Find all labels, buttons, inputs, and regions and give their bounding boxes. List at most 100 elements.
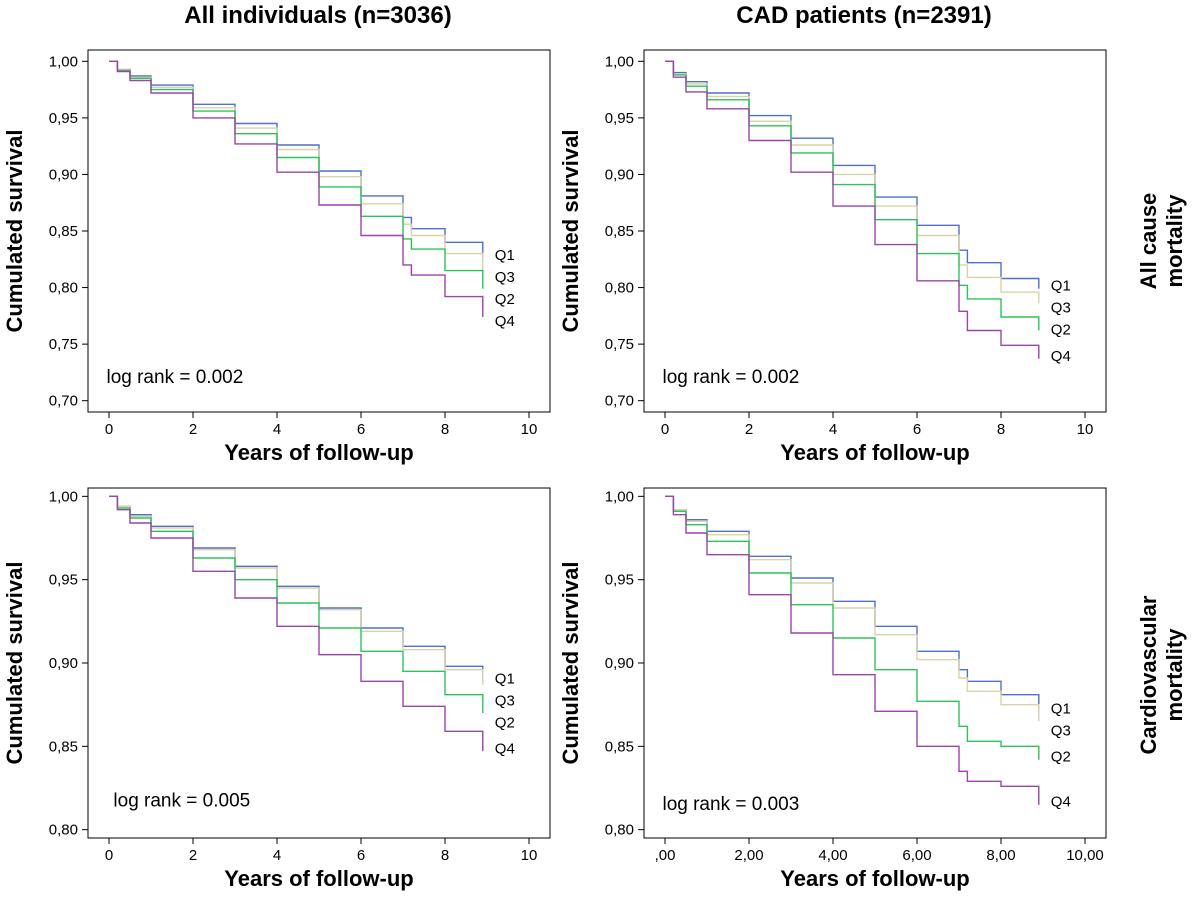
series-label-q4: Q4	[495, 740, 515, 757]
series-label-q4: Q4	[1051, 348, 1071, 365]
y-tick-label: 0,95	[49, 110, 78, 127]
row-title-all-cause-mortality: All cause mortality	[1136, 151, 1190, 331]
log-rank-annotation: log rank = 0.002	[662, 367, 799, 388]
series-label-q3: Q3	[1051, 722, 1071, 739]
y-tick-label: 1,00	[605, 488, 634, 505]
series-line-q2	[109, 495, 484, 713]
y-tick-label: 0,75	[49, 336, 78, 353]
x-tick-label: 10	[1077, 421, 1094, 438]
x-tick-label: 4,00	[818, 847, 847, 864]
y-tick-label: 0,85	[605, 223, 634, 240]
x-tick-label: 6	[357, 847, 365, 864]
y-tick-label: 0,70	[605, 393, 634, 410]
x-tick-label: 10,00	[1066, 847, 1104, 864]
y-tick-label: 1,00	[605, 53, 634, 70]
x-tick-label: 8	[441, 421, 449, 438]
x-axis-label: Years of follow-up	[224, 440, 413, 465]
row-title-line-1: All cause	[1136, 192, 1161, 290]
x-tick-label: 2,00	[734, 847, 763, 864]
x-tick-label: 2	[189, 421, 197, 438]
x-tick-label: 0	[661, 421, 669, 438]
y-tick-label: 0,80	[605, 822, 634, 839]
series-line-q2	[665, 495, 1040, 760]
y-tick-label: 0,90	[49, 655, 78, 672]
column-title-cad-patients: CAD patients (n=2391)	[736, 2, 992, 29]
y-axis-label: Cumulated survival	[558, 130, 583, 333]
series-label-q3: Q3	[495, 692, 515, 709]
chart-panel-bottom-left: 0,80 0,85 0,90 0,95 1,00 0 2 4 6 8 10 Cumulated sur…	[2, 487, 551, 891]
y-tick-label: 0,85	[49, 738, 78, 755]
series-label-q2: Q2	[1051, 749, 1071, 766]
x-tick-label: 8,00	[986, 847, 1015, 864]
series-line-q2	[665, 60, 1040, 331]
series-label-q1: Q1	[495, 670, 515, 687]
series-line-q4	[665, 495, 1040, 805]
series-line-q1	[109, 60, 484, 259]
series-line-q4	[109, 60, 484, 317]
column-title-all-individuals: All individuals (n=3036)	[184, 2, 452, 29]
y-tick-label: 0,95	[605, 110, 634, 127]
y-tick-label: 0,70	[49, 393, 78, 410]
series-label-q3: Q3	[1051, 300, 1071, 317]
series-line-q3	[665, 60, 1040, 304]
log-rank-annotation: log rank = 0.003	[662, 794, 799, 815]
y-tick-label: 0,95	[605, 572, 634, 589]
x-axis-label: Years of follow-up	[224, 866, 413, 891]
series-line-q4	[109, 495, 484, 752]
y-tick-label: 0,90	[605, 655, 634, 672]
x-tick-label: 0	[105, 847, 113, 864]
row-title-line-2: mortality	[1162, 194, 1187, 288]
x-tick-label: 8	[441, 847, 449, 864]
series-label-q1: Q1	[1051, 278, 1071, 295]
series-label-q4: Q4	[1051, 794, 1071, 811]
series-line-q3	[109, 495, 484, 685]
y-tick-label: 0,80	[605, 280, 634, 297]
y-tick-label: 0,75	[605, 336, 634, 353]
y-tick-label: 1,00	[49, 53, 78, 70]
row-title-line-1: Cardiovascular	[1136, 595, 1161, 755]
plot-frame	[87, 487, 551, 839]
x-tick-label: 4	[273, 421, 281, 438]
chart-panel-bottom-right: 0,80 0,85 0,90 0,95 1,00 ,00 2,00 4,00 6,00 8,00 1…	[558, 487, 1107, 891]
x-tick-label: 10	[521, 421, 538, 438]
y-tick-label: 0,95	[49, 572, 78, 589]
row-title-line-2: mortality	[1162, 628, 1187, 722]
y-tick-label: 0,90	[605, 166, 634, 183]
x-tick-label: 8	[997, 421, 1005, 438]
x-tick-label: 6	[913, 421, 921, 438]
series-label-q2: Q2	[495, 714, 515, 731]
y-tick-label: 0,80	[49, 822, 78, 839]
series-label-q1: Q1	[495, 247, 515, 264]
x-tick-label: 2	[189, 847, 197, 864]
x-tick-label: 6	[357, 421, 365, 438]
y-tick-label: 0,85	[605, 738, 634, 755]
series-line-q1	[109, 495, 484, 682]
x-axis-label: Years of follow-up	[780, 866, 969, 891]
y-tick-label: 1,00	[49, 488, 78, 505]
y-tick-label: 0,80	[49, 280, 78, 297]
series-line-q1	[665, 495, 1040, 712]
series-label-q2: Q2	[495, 291, 515, 308]
chart-panel-top-right: 0,70 0,75 0,80 0,85 0,90 0,95 1,00 0 2 4 6 8 10 Cumul…	[558, 49, 1107, 465]
series-label-q1: Q1	[1051, 700, 1071, 717]
x-tick-label: 4	[829, 421, 837, 438]
x-tick-label: 10	[521, 847, 538, 864]
x-tick-label: ,00	[655, 847, 676, 864]
series-label-q4: Q4	[495, 313, 515, 330]
row-title-cardiovascular-mortality: Cardiovascular mortality	[1136, 565, 1190, 785]
series-label-q3: Q3	[495, 269, 515, 286]
x-axis-label: Years of follow-up	[780, 440, 969, 465]
x-tick-label: 0	[105, 421, 113, 438]
y-tick-label: 0,85	[49, 223, 78, 240]
y-axis-label: Cumulated survival	[2, 562, 27, 765]
series-line-q3	[665, 495, 1040, 722]
x-tick-label: 6,00	[902, 847, 931, 864]
y-axis-label: Cumulated survival	[2, 130, 27, 333]
y-tick-label: 0,90	[49, 166, 78, 183]
chart-panel-top-left: 0,70 0,75 0,80 0,85 0,90 0,95 1,00 0 2 4 6 8 10 Cumul…	[2, 49, 551, 465]
series-line-q4	[665, 60, 1040, 359]
y-axis-label: Cumulated survival	[558, 562, 583, 765]
series-label-q2: Q2	[1051, 322, 1071, 339]
x-tick-label: 4	[273, 847, 281, 864]
